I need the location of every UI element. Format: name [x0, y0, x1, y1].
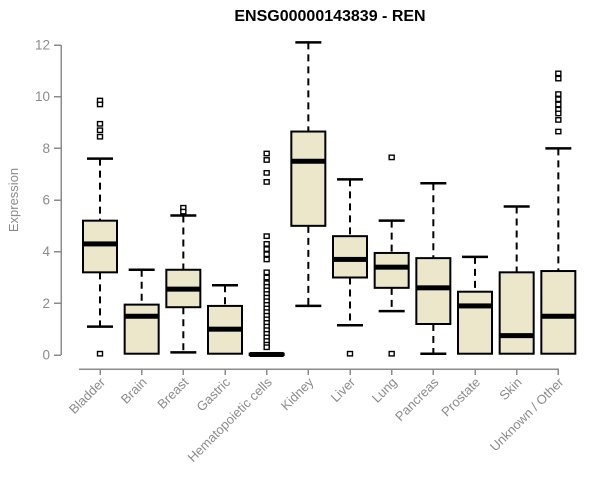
iqr-box — [373, 251, 410, 289]
x-category-label: Bladder — [66, 374, 109, 417]
x-category-label: Unknown / Other — [487, 374, 567, 454]
iqr-box — [332, 235, 369, 279]
outlier-point — [555, 101, 562, 108]
outlier-point — [555, 128, 562, 135]
iqr-box — [290, 130, 327, 227]
y-tick-label: 2 — [42, 296, 50, 311]
median-line — [374, 264, 409, 270]
outlier-point — [96, 127, 104, 134]
median-line — [291, 158, 326, 164]
outlier-point — [263, 157, 270, 163]
box-hematopoietic-cells — [248, 150, 285, 357]
outlier-point — [346, 350, 354, 357]
y-tick-label: 0 — [42, 348, 50, 363]
outlier-point — [263, 241, 270, 247]
outlier-point — [388, 350, 395, 357]
box-lung — [373, 154, 410, 357]
outlier-point — [555, 110, 562, 117]
y-axis: 0 2 4 6 8 10 12 — [35, 38, 62, 363]
x-category-label: Brain — [118, 375, 150, 407]
x-category-label: Skin — [496, 375, 524, 403]
x-category-label: Prostate — [438, 375, 483, 420]
iqr-box — [540, 270, 577, 355]
outlier-point — [555, 91, 562, 97]
outlier-point — [263, 344, 270, 351]
outlier-point — [263, 233, 270, 240]
median-line — [249, 351, 284, 357]
iqr-box — [82, 219, 118, 274]
outlier-point — [180, 208, 187, 215]
outlier-point — [263, 274, 270, 281]
box-pancreas — [415, 181, 452, 355]
outlier-point — [96, 133, 104, 140]
median-line — [124, 313, 159, 319]
outlier-point — [96, 101, 104, 108]
outlier-point — [555, 96, 562, 103]
box-skin — [498, 205, 535, 355]
outlier-point — [263, 179, 270, 185]
y-tick-label: 6 — [42, 193, 50, 208]
y-tick-label: 10 — [35, 89, 50, 104]
x-category-label: Breast — [154, 374, 191, 411]
iqr-box — [415, 257, 452, 326]
median-line — [499, 333, 534, 339]
box-liver — [332, 178, 369, 357]
median-line — [458, 303, 493, 309]
median-line — [333, 256, 368, 262]
y-tick-label: 4 — [42, 244, 50, 259]
iqr-box — [123, 303, 160, 355]
y-tick-label: 8 — [42, 141, 50, 156]
outlier-point — [555, 75, 562, 82]
box-kidney — [290, 41, 327, 308]
outlier-point — [263, 269, 270, 276]
outlier-point — [263, 251, 270, 258]
outlier-point — [388, 154, 395, 161]
outlier-point — [263, 246, 270, 252]
box-prostate — [457, 255, 494, 355]
median-line — [208, 326, 243, 332]
outlier-point — [263, 256, 270, 263]
outlier-point — [96, 120, 104, 127]
x-category-label: Pancreas — [392, 374, 442, 424]
outlier-point — [555, 70, 562, 77]
x-category-label: Liver — [328, 374, 359, 405]
chart-title: ENSG00000143839 - REN — [234, 8, 426, 25]
outlier-point — [263, 150, 270, 157]
median-line — [416, 285, 451, 291]
iqr-box — [498, 271, 535, 355]
box-breast — [165, 204, 202, 354]
x-category-label: Gastric — [193, 374, 233, 414]
outlier-point — [96, 350, 104, 357]
median-line — [83, 241, 117, 247]
box-unknown-other — [540, 70, 577, 355]
box-gastric — [207, 284, 244, 355]
box-bladder — [82, 97, 118, 357]
outlier-point — [555, 117, 562, 123]
outlier-point — [263, 169, 270, 176]
y-tick-label: 12 — [35, 38, 50, 53]
median-line — [541, 313, 576, 319]
x-category-label: Kidney — [278, 374, 317, 413]
x-category-label: Lung — [369, 375, 400, 406]
box-brain — [123, 268, 160, 355]
median-line — [166, 286, 201, 292]
iqr-box — [457, 290, 494, 355]
